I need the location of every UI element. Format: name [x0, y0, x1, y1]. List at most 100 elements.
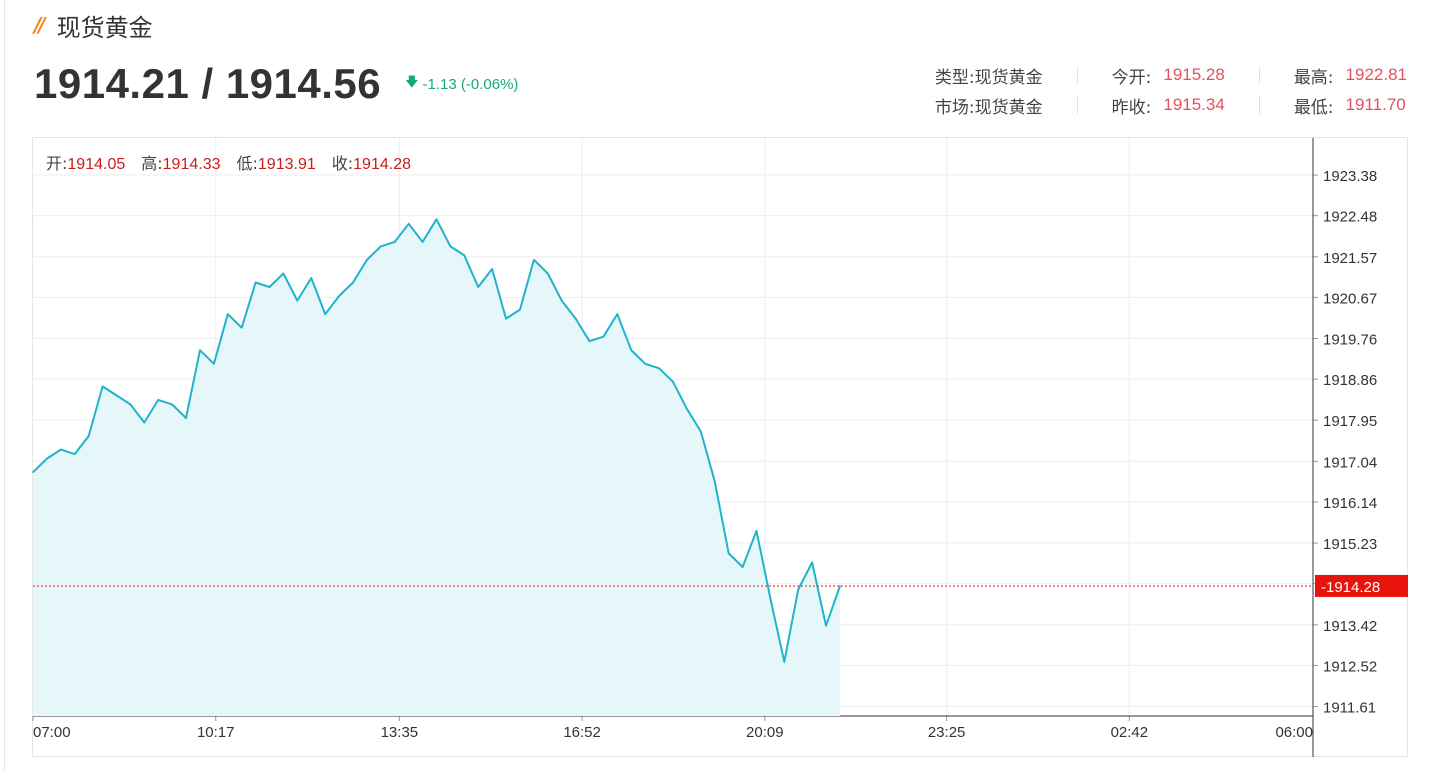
stat-prev-close: 昨收: 1915.34	[1112, 93, 1225, 118]
x-tick-label: 20:09	[746, 724, 784, 741]
data-point	[32, 471, 34, 473]
y-tick-label: 1913.42	[1323, 618, 1377, 635]
data-point	[727, 552, 730, 555]
current-price-label: -1914.28	[1321, 579, 1380, 596]
x-tick-label: 06:00	[1275, 724, 1313, 741]
data-point	[463, 254, 466, 257]
data-point	[505, 317, 507, 320]
data-point	[546, 272, 549, 275]
stat-divider	[1076, 66, 1078, 84]
stat-prev-close-value: 1915.34	[1163, 95, 1225, 114]
data-point	[783, 661, 786, 663]
x-tick-label: 23:25	[928, 724, 966, 741]
data-point	[755, 530, 758, 532]
series-area	[33, 219, 840, 717]
data-point	[352, 281, 354, 284]
stat-high-value: 1922.81	[1345, 65, 1407, 84]
data-point	[713, 480, 716, 482]
x-tick-label: 07:00	[33, 724, 71, 741]
ohlc-open-label: 开:	[46, 154, 68, 173]
stat-low: 最低: 1911.70	[1294, 93, 1406, 118]
data-point	[310, 277, 313, 279]
data-point	[143, 421, 146, 424]
ohlc-close-value: 1914.28	[353, 156, 411, 173]
stat-high: 最高: 1922.81	[1294, 63, 1407, 88]
ohlc-high-label: 高:	[141, 154, 163, 173]
x-tick-label: 02:42	[1111, 724, 1149, 741]
data-point	[533, 259, 535, 261]
data-point	[700, 430, 702, 433]
data-point	[644, 362, 646, 365]
y-tick-label: 1918.86	[1323, 372, 1377, 389]
data-point	[574, 317, 577, 320]
y-tick-label: 1916.14	[1323, 495, 1377, 512]
data-point	[407, 222, 410, 225]
stat-prev-close-label: 昨收:	[1111, 97, 1152, 118]
data-point	[491, 268, 493, 270]
arrow-down-icon: 🡇	[405, 74, 419, 89]
data-point	[268, 286, 271, 288]
left-border	[4, 0, 5, 772]
x-tick-label: 16:52	[563, 724, 601, 741]
data-point	[380, 245, 382, 248]
ohlc-close: 收:1914.28	[332, 150, 411, 174]
data-point	[157, 399, 160, 401]
quote-line: 1914.21 / 1914.56 🡇 -1.13 (-0.06%)	[34, 60, 518, 108]
ohlc-low-label: 低:	[236, 154, 258, 173]
data-point	[366, 259, 368, 261]
data-point	[686, 408, 688, 410]
ohlc-open: 开:1914.05	[46, 150, 125, 174]
y-tick-label: 1919.76	[1323, 331, 1377, 348]
page-header: // 现货黄金	[34, 8, 153, 42]
data-point	[338, 295, 340, 297]
data-point	[672, 381, 674, 383]
stat-market-label: 市场:	[934, 97, 975, 118]
page-title: 现货黄金	[56, 13, 153, 42]
data-point	[741, 566, 744, 568]
data-point	[185, 417, 187, 419]
data-point	[240, 326, 243, 329]
ohlc-open-value: 1914.05	[67, 156, 126, 173]
data-point	[811, 561, 813, 564]
data-point	[769, 597, 772, 600]
data-point	[199, 349, 201, 352]
chart-frame[interactable]	[32, 137, 1408, 757]
data-point	[393, 241, 396, 243]
y-tick-label: 1923.38	[1323, 168, 1377, 185]
data-point	[73, 453, 76, 455]
y-tick-label: 1922.48	[1323, 209, 1377, 226]
data-point	[87, 435, 90, 437]
data-point	[839, 585, 841, 587]
price-change-value: -1.13 (-0.06%)	[422, 75, 519, 93]
data-point	[282, 272, 285, 275]
bid-ask-price: 1914.21 / 1914.56	[34, 60, 382, 107]
data-point	[602, 335, 605, 338]
data-point	[226, 313, 229, 315]
ohlc-close-label: 收:	[331, 154, 354, 173]
data-point	[560, 299, 563, 302]
stat-type-value: 现货黄金	[974, 67, 1043, 88]
price-change: 🡇 -1.13 (-0.06%)	[405, 73, 518, 95]
stat-divider	[1076, 96, 1078, 114]
stat-type: 类型: 现货黄金	[935, 63, 1043, 88]
data-point	[324, 313, 326, 315]
data-point	[477, 286, 480, 288]
slash-logo-icon: //	[34, 13, 45, 37]
y-tick-label: 1917.04	[1323, 454, 1377, 471]
ohlc-low-value: 1913.91	[257, 156, 316, 173]
y-tick-label: 1911.61	[1323, 700, 1376, 717]
current-price-tag	[1315, 574, 1408, 597]
data-point	[421, 241, 424, 243]
data-point	[296, 299, 299, 302]
stat-open: 今开: 1915.28	[1112, 63, 1225, 88]
quote-stats: 类型: 现货黄金 今开: 1915.28 最高: 1922.81 市场: 现货黄…	[935, 60, 1407, 120]
data-point	[129, 403, 132, 406]
stat-open-value: 1915.28	[1163, 65, 1225, 84]
data-point	[588, 340, 591, 343]
stat-market: 市场: 现货黄金	[935, 93, 1043, 118]
data-point	[213, 362, 215, 365]
data-point	[46, 457, 48, 460]
data-point	[797, 588, 800, 591]
stat-open-label: 今开:	[1111, 67, 1152, 88]
